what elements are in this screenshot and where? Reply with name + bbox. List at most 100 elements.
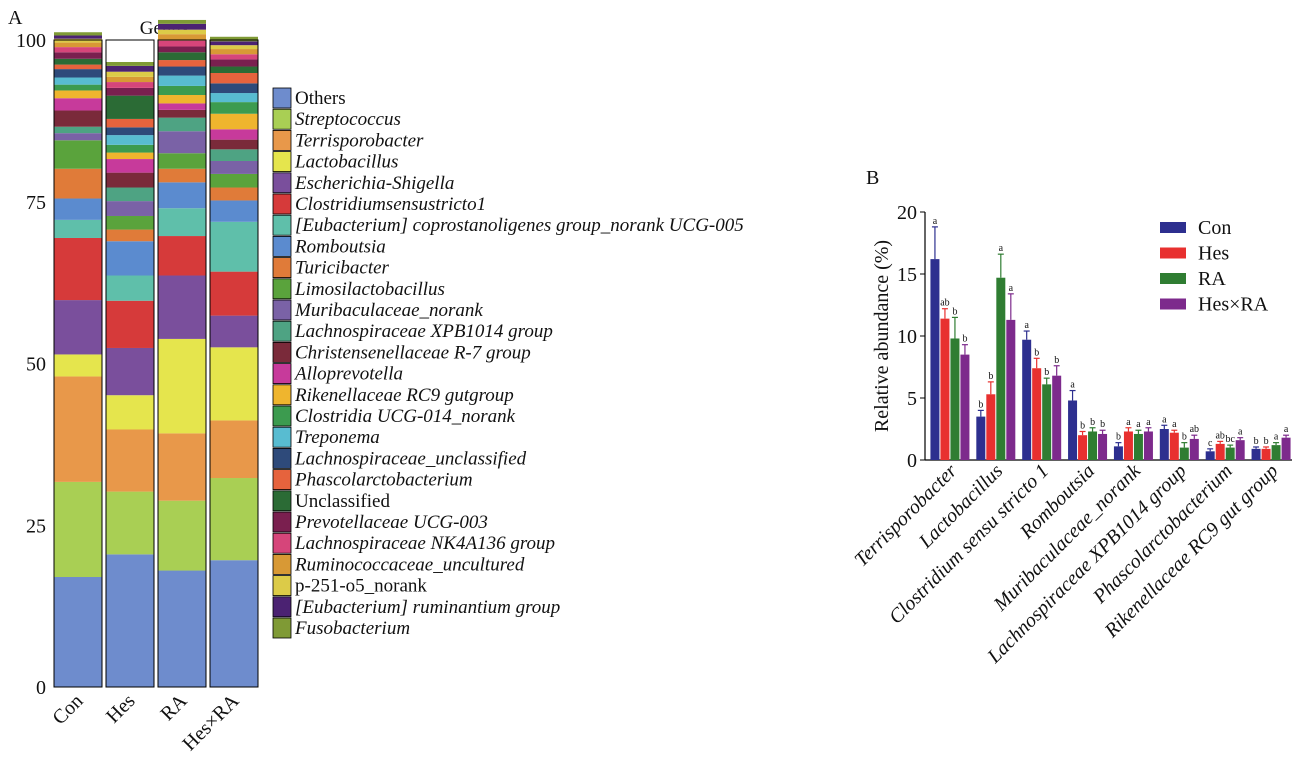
stacked-bar-segment — [54, 126, 102, 134]
significance-letter: b — [1100, 419, 1105, 430]
stacked-bar-segment — [106, 491, 154, 555]
stacked-bar-segment — [54, 90, 102, 99]
legend-swatch — [272, 341, 292, 363]
bar — [1042, 384, 1052, 460]
stacked-bar-segment — [54, 64, 102, 70]
panel-a-stacked-bar-chart: Genus0255075100ConHesRAHes×RAOthersStrep… — [16, 18, 744, 755]
bar — [1113, 446, 1123, 460]
stacked-bar-segment — [210, 113, 258, 130]
stacked-bar-segment — [106, 65, 154, 72]
legend-label: Prevotellaceae UCG-003 — [294, 512, 488, 533]
bar — [1271, 445, 1281, 460]
y-tick-label: 20 — [897, 202, 917, 224]
stacked-bar-segment — [210, 187, 258, 201]
bar — [940, 318, 950, 460]
significance-letter: b — [1080, 420, 1085, 431]
stacked-bar-segment — [158, 66, 206, 76]
significance-letter: bc — [1225, 434, 1235, 445]
stacked-bar-segment — [158, 153, 206, 169]
stacked-bar-segment — [158, 109, 206, 118]
stacked-bar-segment — [210, 49, 258, 55]
bar — [950, 338, 960, 460]
legend-swatch — [272, 172, 292, 194]
legend-label: Terrisporobacter — [295, 130, 424, 151]
bar — [1215, 443, 1225, 460]
legend-label: Escherichia-Shigella — [294, 173, 454, 194]
stacked-bar-segment — [158, 117, 206, 132]
legend-swatch — [272, 511, 292, 533]
legend-swatch — [272, 214, 292, 236]
stacked-bar-segment — [210, 160, 258, 174]
stacked-bar-segment — [106, 87, 154, 96]
stacked-bar-segment — [210, 560, 258, 687]
stacked-bar-segment — [158, 208, 206, 237]
stacked-bar-segment — [210, 200, 258, 222]
stacked-bar-segment — [106, 215, 154, 230]
legend-swatch — [272, 257, 292, 279]
legend-swatch — [272, 426, 292, 448]
legend-swatch — [272, 532, 292, 554]
bar-outline — [53, 39, 103, 688]
bar — [1123, 431, 1133, 460]
legend-swatch — [1160, 222, 1186, 233]
significance-letter: a — [1009, 283, 1014, 294]
stacked-bar-segment — [54, 133, 102, 141]
legend-label: Unclassified — [295, 491, 390, 512]
legend-swatch — [272, 278, 292, 300]
stacked-bar-segment — [158, 40, 206, 47]
stacked-bar-segment — [106, 61, 154, 66]
stacked-bar-segment — [106, 241, 154, 276]
stacked-bar-segment — [106, 300, 154, 348]
legend-label: Christensenellaceae R-7 group — [295, 342, 531, 363]
bar — [1189, 438, 1199, 460]
stacked-bar-segment — [106, 82, 154, 88]
significance-letter: b — [952, 306, 957, 317]
stacked-bar-segment — [106, 76, 154, 83]
significance-letter: b — [1090, 417, 1095, 428]
stacked-bar-segment — [54, 52, 102, 59]
stacked-bar-segment — [54, 38, 102, 43]
stacked-bar-segment — [158, 338, 206, 434]
stacked-bar-segment — [54, 300, 102, 355]
stacked-bar-segment — [54, 110, 102, 127]
legend-swatch — [272, 554, 292, 575]
stacked-bar-segment — [106, 71, 154, 77]
stacked-bar-segment — [54, 35, 102, 39]
significance-letter: b — [1182, 432, 1187, 443]
bar — [1179, 447, 1189, 460]
legend-label: p-251-o5_norank — [295, 576, 427, 597]
stacked-bar-segment — [210, 36, 258, 42]
legend-swatch — [272, 87, 292, 109]
panel-a-label: A — [8, 7, 23, 29]
stacked-bar-segment — [210, 66, 258, 73]
legend-swatch — [272, 299, 292, 321]
stacked-bar-segment — [210, 54, 258, 60]
significance-letter: b — [988, 371, 993, 382]
significance-letter: b — [1034, 347, 1039, 358]
stacked-bar-segment — [106, 229, 154, 242]
legend-label: Hes×RA — [1198, 294, 1269, 316]
stacked-bar-segment — [54, 577, 102, 687]
stacked-bar-segment — [54, 32, 102, 36]
legend-swatch — [272, 151, 292, 173]
legend-swatch — [272, 108, 292, 130]
significance-letter: c — [1208, 438, 1213, 449]
x-tick-label: Con — [48, 690, 87, 729]
legend-swatch — [272, 405, 292, 427]
legend-label: Muribaculaceae_norank — [294, 300, 483, 321]
stacked-bar-segment — [210, 420, 258, 479]
legend-swatch — [272, 575, 292, 596]
y-tick-label: 15 — [897, 264, 917, 286]
stacked-bar-segment — [106, 159, 154, 173]
stacked-bar-segment — [106, 172, 154, 188]
significance-letter: a — [1136, 419, 1141, 430]
legend-label: Ruminococcaceae_uncultured — [294, 554, 525, 575]
legend-swatch — [272, 363, 292, 385]
bar — [1281, 437, 1291, 460]
legend-swatch — [272, 320, 292, 342]
stacked-bar-segment — [158, 131, 206, 154]
stacked-bar-segment — [210, 347, 258, 421]
y-tick-label: 5 — [907, 388, 917, 410]
significance-letter: b — [1264, 436, 1269, 447]
stacked-bar-segment — [210, 315, 258, 348]
